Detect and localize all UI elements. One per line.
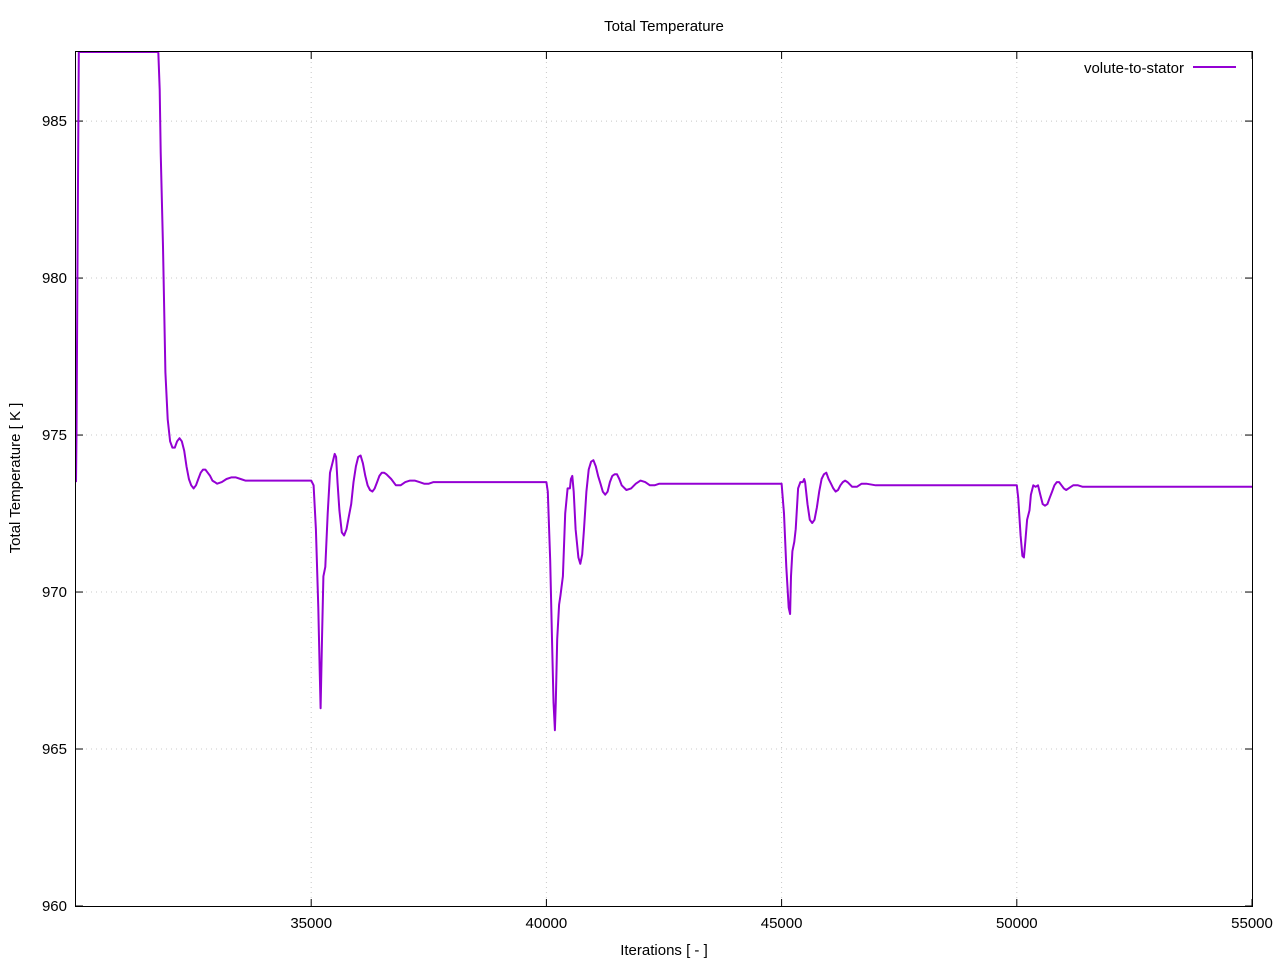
x-tick-label: 55000 (1231, 915, 1273, 932)
x-tick-label: 45000 (761, 915, 803, 932)
y-tick-label: 975 (42, 427, 67, 444)
series-layer (75, 51, 1252, 732)
axis-ticks (76, 52, 1253, 907)
x-tick-label: 35000 (290, 915, 332, 932)
legend: volute-to-stator (1084, 60, 1236, 77)
y-tick-label: 965 (42, 741, 67, 758)
legend-label: volute-to-stator (1084, 60, 1184, 77)
x-axis-label: Iterations [ - ] (620, 942, 708, 959)
y-tick-label: 985 (42, 113, 67, 130)
y-axis-label: Total Temperature [ K ] (7, 403, 24, 554)
y-tick-label: 970 (42, 584, 67, 601)
x-tick-label: 40000 (526, 915, 568, 932)
y-tick-label: 960 (42, 898, 67, 915)
chart-title: Total Temperature (604, 18, 724, 35)
series-line-volute-to-stator (75, 51, 1252, 732)
x-tick-label: 50000 (996, 915, 1038, 932)
plot-frame (75, 51, 1253, 907)
y-tick-label: 980 (42, 270, 67, 287)
tick-labels: 35000 40000 45000 50000 55000 960 965 970 975 980… (42, 113, 1273, 932)
grid-lines (76, 52, 1252, 906)
